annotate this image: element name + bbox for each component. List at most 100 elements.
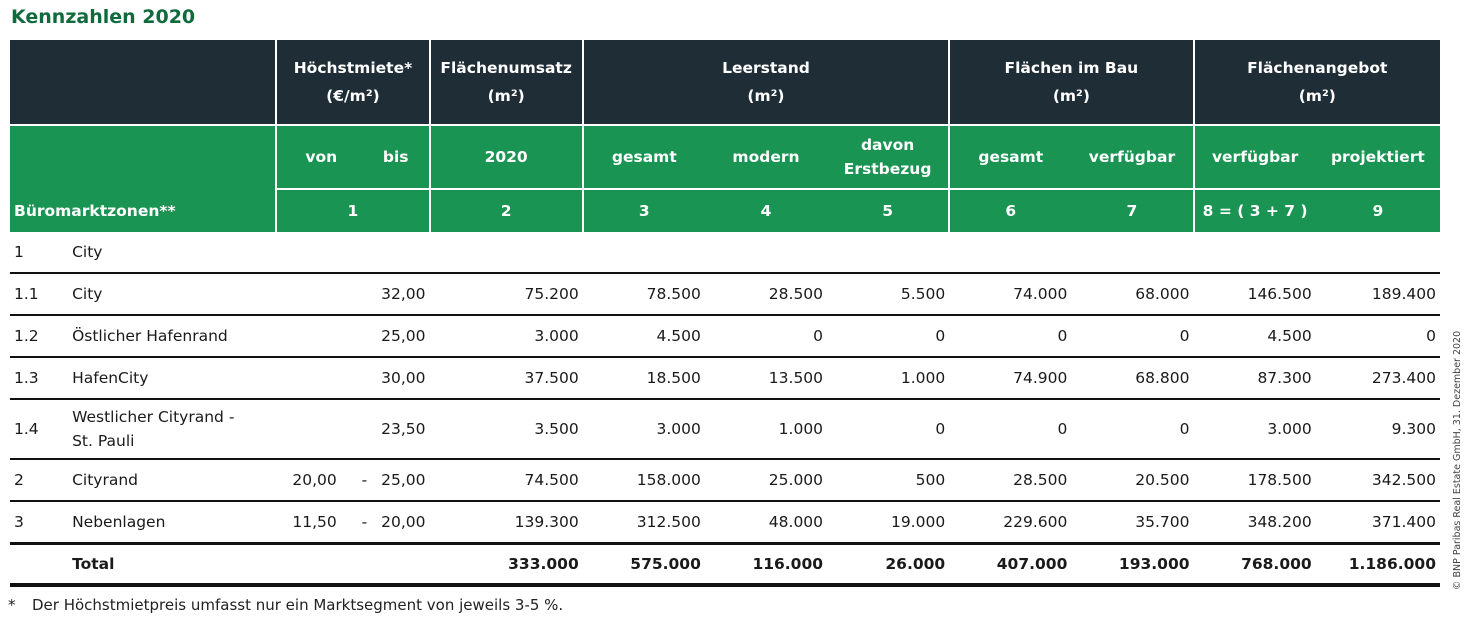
cell-c5: 19.000 xyxy=(890,513,946,531)
cell-c8: 146.500 xyxy=(1193,273,1316,316)
cell-c9: 273.400 xyxy=(1315,357,1440,400)
row-name: City xyxy=(68,232,277,274)
colnum-1: 1 xyxy=(276,188,431,232)
total-c7: 193.000 xyxy=(1071,542,1194,587)
cell-c7: 0 xyxy=(1071,315,1194,358)
cell-c2: 139.300 xyxy=(514,513,579,531)
cell-c8: 4.500 xyxy=(1193,315,1316,358)
total-rent-empty xyxy=(276,542,430,587)
cell-c5: 500 xyxy=(827,459,950,502)
rent-to: 25,00 xyxy=(374,459,430,502)
subheader-leerstand-modern: modern xyxy=(704,124,828,189)
cell-c9: 189.400 xyxy=(1315,273,1440,316)
row-name: City xyxy=(68,273,277,316)
footnote: * Der Höchstmietpreis umfasst nur ein Mar… xyxy=(8,596,563,614)
cell-c9: 342.500 xyxy=(1315,459,1440,502)
total-label: Total xyxy=(68,542,277,587)
colnum-4: 4 xyxy=(704,188,828,232)
colnum-6: 6 xyxy=(949,188,1072,232)
subheader-row: Büromarktzonen** von bis 2020 gesamt mod… xyxy=(10,124,1440,232)
row-id: 1.2 xyxy=(10,315,69,358)
cell-c2: 37.500 xyxy=(429,357,583,400)
cell-c6: 74.000 xyxy=(949,273,1072,316)
copyright-note: © BNP Paribas Real Estate GmbH, 31. Deze… xyxy=(1452,330,1463,590)
cell-c8: 87.300 xyxy=(1193,357,1316,400)
rent-dash: - xyxy=(361,513,368,531)
rent-from: 11,50 xyxy=(292,513,337,531)
rent-from xyxy=(276,357,355,400)
total-c5: 26.000 xyxy=(827,542,950,587)
header-hoechstmiete: Höchstmiete* (€/m²) xyxy=(276,40,431,125)
subheader-erstbezug: davon Erstbezug xyxy=(827,124,951,189)
rent-dash: - xyxy=(354,459,375,502)
rent-to: 30,00 xyxy=(374,357,430,400)
rent-to: 23,50 xyxy=(374,399,430,460)
table-row: 1.1 City 32,00 75.200 78.500 28.500 5.50… xyxy=(10,273,1440,316)
table-row: 1.4 Westlicher Cityrand - St. Pauli 23,5… xyxy=(10,399,1440,460)
rent-dash xyxy=(354,399,375,460)
total-c9: 1.186.000 xyxy=(1315,542,1440,587)
header-flaechenumsatz: Flächenumsatz (m²) xyxy=(429,40,584,125)
table-row: 1.3 HafenCity 30,00 37.500 18.500 13.500… xyxy=(10,357,1440,400)
row-name: HafenCity xyxy=(68,357,277,400)
cell-c3: 4.500 xyxy=(582,315,705,358)
row-id: 1.4 xyxy=(10,399,69,460)
header-flaechen-im-bau: Flächen im Bau (m²) xyxy=(949,40,1195,125)
cell-c4: 48.000 xyxy=(768,513,824,531)
subheader-bau-gesamt: gesamt xyxy=(949,124,1072,189)
cell-c7: 0 xyxy=(1071,399,1194,460)
cell-c7: 68.800 xyxy=(1071,357,1194,400)
cell-c4: 25.000 xyxy=(704,459,828,502)
subheader-leerstand-gesamt: gesamt xyxy=(582,124,705,189)
cell-c6: 74.900 xyxy=(949,357,1072,400)
header-flaechenangebot: Flächenangebot (m²) xyxy=(1193,40,1440,125)
row-id: 1.1 xyxy=(10,273,69,316)
zone-column-header: Büromarktzonen** xyxy=(10,124,278,232)
table-row: 1.2 Östlicher Hafenrand 25,00 3.000 4.50… xyxy=(10,315,1440,358)
kennzahlen-table: Höchstmiete* (€/m²) Flächenumsatz (m²) Lee… xyxy=(10,40,1440,587)
subheader-bau-verfuegbar: verfügbar xyxy=(1071,124,1195,189)
total-c2: 333.000 xyxy=(429,542,583,587)
subheader-year: 2020 xyxy=(429,124,584,189)
total-row: Total 333.000 575.000 116.000 26.000 407… xyxy=(10,542,1440,587)
cell-c3: 18.500 xyxy=(582,357,705,400)
page-title: Kennzahlen 2020 xyxy=(11,6,196,28)
cell-c5: 0 xyxy=(827,399,950,460)
row-name: Nebenlagen xyxy=(72,513,166,531)
cell-c9: 0 xyxy=(1315,315,1440,358)
cell-c9: 9.300 xyxy=(1315,399,1440,460)
rent-dash xyxy=(354,357,375,400)
cell-c5: 0 xyxy=(827,315,950,358)
cell-c7: 20.500 xyxy=(1071,459,1194,502)
cell-c4: 1.000 xyxy=(704,399,828,460)
row-name: Cityrand xyxy=(68,459,277,502)
cell-c8: 3.000 xyxy=(1193,399,1316,460)
subheader-bis: bis xyxy=(354,124,431,189)
subheader-angebot-verfuegbar: verfügbar xyxy=(1193,124,1316,189)
total-c4: 116.000 xyxy=(704,542,828,587)
colnum-9: 9 xyxy=(1315,188,1440,232)
cell-c8: 178.500 xyxy=(1193,459,1316,502)
table-row: 3 Nebenlagen 11,50 - 20,00 139.300 312.5… xyxy=(10,501,1440,544)
rent-from xyxy=(276,399,355,460)
colnum-8: 8 = ( 3 + 7 ) xyxy=(1193,188,1316,232)
footnote-text: Der Höchstmietpreis umfasst nur ein Mark… xyxy=(32,596,564,614)
row-id: 1.3 xyxy=(10,357,69,400)
cell-c4: 0 xyxy=(704,315,828,358)
cell-c3: 312.500 xyxy=(636,513,701,531)
header-empty-cell xyxy=(10,40,278,125)
cell-c6: 28.500 xyxy=(949,459,1072,502)
cell-c5: 5.500 xyxy=(827,273,950,316)
subheader-von: von xyxy=(276,124,355,189)
rent-dash xyxy=(354,273,375,316)
colnum-3: 3 xyxy=(582,188,705,232)
total-id-empty xyxy=(10,542,69,587)
header-leerstand: Leerstand (m²) xyxy=(582,40,951,125)
cell-c2: 3.000 xyxy=(429,315,583,358)
footnote-star: * xyxy=(8,596,16,614)
rent-to: 20,00 xyxy=(381,513,426,531)
total-c6: 407.000 xyxy=(949,542,1072,587)
cell-c4: 28.500 xyxy=(704,273,828,316)
rent-from xyxy=(276,315,355,358)
cell-c9: 371.400 xyxy=(1371,513,1436,531)
